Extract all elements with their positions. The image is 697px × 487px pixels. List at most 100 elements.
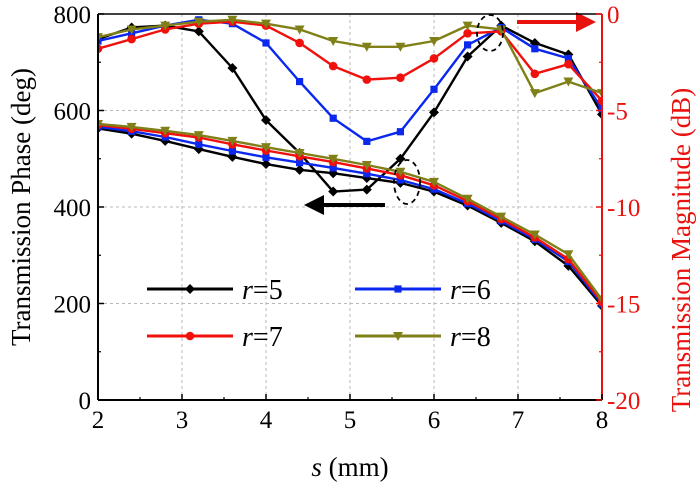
phase-point: [195, 140, 203, 148]
magnitude-point: [563, 77, 574, 87]
magnitude-point: [496, 25, 507, 35]
x-axis-title: s (mm): [311, 452, 388, 482]
legend-label-var: r: [242, 275, 253, 306]
phase-point: [227, 136, 238, 146]
legend-entry-2: r=6: [355, 275, 491, 306]
legend-marker: [394, 285, 402, 293]
phase-point: [228, 147, 236, 155]
magnitude-point: [294, 25, 305, 35]
x-tick-label: 7: [512, 407, 525, 434]
phase-point: [363, 170, 371, 178]
y-left-tick-label: 800: [54, 2, 92, 29]
phase-point: [597, 295, 602, 305]
y-right-axis-title: Transmission Magnitude (dB): [666, 88, 696, 413]
phase-line: [98, 123, 602, 303]
legend-entry-1: r=5: [147, 275, 283, 306]
phase-line: [98, 122, 602, 301]
phase-point: [261, 159, 271, 170]
legend-label-value: =8: [461, 322, 491, 353]
phase-point: [529, 230, 540, 240]
magnitude-point: [329, 114, 337, 122]
legend-label-value: =5: [253, 275, 283, 306]
phase-ellipse-marker: [393, 159, 421, 205]
magnitude-point: [597, 96, 602, 106]
magnitude-point: [296, 77, 304, 86]
legend-marker: [185, 284, 195, 294]
magnitude-point: [564, 54, 572, 62]
legend-label-var: r: [450, 275, 461, 306]
magnitude-point: [363, 137, 371, 145]
magnitude-point: [430, 85, 438, 93]
magnitude-point: [98, 37, 102, 45]
magnitude-point: [362, 75, 372, 84]
legend-label-value: =6: [461, 275, 491, 306]
magnitude-point: [261, 115, 271, 126]
magnitude-point: [295, 38, 304, 48]
phase-point: [396, 176, 404, 184]
magnitude-point: [193, 17, 204, 27]
magnitude-point: [227, 15, 238, 25]
phase-point: [98, 120, 103, 130]
phase-point: [126, 122, 137, 132]
y-left-tick-label: 200: [54, 292, 92, 319]
phase-point: [294, 148, 305, 158]
phase-point: [496, 212, 507, 222]
magnitude-point: [530, 69, 540, 79]
legend-label-value: =7: [253, 322, 283, 353]
magnitude-line: [98, 18, 602, 95]
magnitude-point: [98, 33, 103, 43]
phase-point: [329, 164, 337, 172]
phase-point: [462, 194, 473, 204]
legend-entry-3: r=7: [147, 322, 283, 353]
phase-point: [361, 161, 372, 171]
magnitude-point: [98, 44, 103, 54]
right-axis-arrow-head: [576, 12, 596, 32]
x-axis-title-var: s: [311, 452, 322, 482]
phase-line: [98, 125, 602, 305]
y-left-axis-title: Transmission Phase (deg): [6, 68, 36, 346]
axes: 2 3 4 5 6 7 8 0 200 400 600 800 -20 -15 -10 -5 0 s (mm) Tr…: [6, 2, 696, 482]
magnitude-point: [227, 63, 238, 74]
phase-point: [395, 167, 406, 177]
legend-label-var: r: [450, 322, 461, 353]
phase-point: [328, 154, 339, 164]
magnitude-line: [98, 20, 602, 102]
left-axis-arrow-head: [304, 195, 324, 215]
x-tick-label: 4: [260, 407, 273, 434]
magnitude-point: [126, 25, 137, 35]
y-right-tick-label: 0: [607, 2, 620, 29]
magnitude-point: [193, 26, 204, 37]
magnitude-point: [564, 59, 573, 69]
x-tick-label: 2: [92, 407, 105, 434]
y-right-tick-label: -5: [607, 99, 628, 126]
magnitude-point: [328, 37, 339, 47]
magnitude-point: [395, 42, 406, 52]
phase-point: [261, 143, 271, 153]
phase-point: [160, 126, 171, 136]
magnitude-point: [598, 104, 602, 113]
legend: r=5 r=6r=7 r=8: [147, 275, 491, 353]
y-left-tick-label: 600: [54, 99, 92, 126]
magnitude-point: [127, 34, 136, 44]
legend-label: r=5: [242, 275, 283, 306]
magnitude-point: [529, 89, 540, 99]
phase-point: [429, 177, 439, 187]
magnitude-point: [262, 39, 270, 47]
magnitude-point: [429, 37, 439, 47]
magnitude-point: [597, 89, 602, 99]
x-tick-label: 8: [596, 407, 609, 434]
magnitude-point: [463, 29, 472, 38]
legend-label: r=6: [450, 275, 491, 306]
phase-point: [296, 159, 304, 167]
magnitude-point: [462, 21, 473, 31]
magnitude-point: [395, 153, 406, 164]
magnitude-point: [462, 51, 473, 62]
magnitude-point: [160, 21, 171, 31]
y-left-tick-label: 0: [79, 388, 92, 415]
magnitude-ellipse-marker: [476, 14, 504, 52]
legend-label: r=7: [242, 322, 283, 353]
y-right-tick-label: -15: [607, 292, 640, 319]
phase-point: [193, 131, 204, 141]
x-axis-title-unit: (mm): [322, 452, 389, 482]
